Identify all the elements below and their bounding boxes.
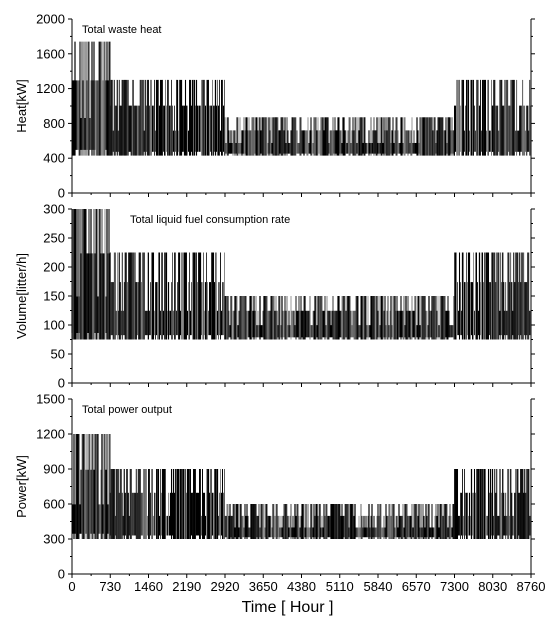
data-band	[454, 79, 494, 156]
x-tick-label: 4380	[287, 579, 316, 594]
data-band	[71, 41, 111, 156]
chart-panel-2: 0 50 100 150 200 250 300 Total liquid fuel cons…	[14, 202, 535, 391]
y-tick-label: 2000	[36, 12, 65, 27]
chart-panel-3: 0 300 600 900 1200 1500 0 730 1460 2190 2920 3650 43…	[14, 392, 545, 617]
y-tick-label: 200	[43, 260, 65, 275]
y-tick-label: 0	[58, 376, 65, 391]
data-band	[71, 434, 111, 539]
x-tick-label: 7300	[440, 579, 469, 594]
x-tick-label: 0	[68, 579, 75, 594]
y-axis-title: Volume[litter/h]	[14, 253, 29, 339]
x-tick-label: 8030	[478, 579, 507, 594]
data-band	[492, 252, 531, 340]
x-tick-label: 6570	[402, 579, 431, 594]
x-tick-label: 1460	[134, 579, 163, 594]
data-band	[148, 79, 225, 156]
data-band	[492, 469, 532, 539]
data-band	[71, 209, 111, 340]
data-band	[454, 469, 494, 539]
y-tick-label: 1500	[36, 392, 65, 407]
data-band	[454, 252, 493, 340]
data-band	[224, 117, 455, 156]
data-band	[224, 296, 455, 340]
y-tick-label: 1200	[36, 81, 65, 96]
y-tick-label: 600	[43, 497, 65, 512]
data-band	[224, 504, 455, 539]
panel-title: Total power output	[82, 404, 172, 416]
y-tick-label: 300	[43, 532, 65, 547]
x-tick-label: 730	[99, 579, 121, 594]
y-tick-label: 400	[43, 151, 65, 166]
x-axis-title: Time [ Hour ]	[242, 599, 334, 616]
panel-title: Total waste heat	[82, 24, 162, 36]
data-band	[109, 469, 149, 539]
y-tick-label: 800	[43, 116, 65, 131]
data-band	[148, 469, 225, 539]
y-tick-label: 50	[51, 347, 65, 362]
x-tick-label: 2190	[172, 579, 201, 594]
y-tick-label: 150	[43, 289, 65, 304]
x-tick-label: 3650	[249, 579, 278, 594]
data-band	[109, 79, 149, 156]
y-tick-label: 900	[43, 462, 65, 477]
data-band	[109, 252, 149, 340]
panel-title: Total liquid fuel consumption rate	[130, 214, 290, 226]
data-band	[148, 252, 225, 340]
y-tick-label: 0	[58, 567, 65, 582]
data-band	[492, 79, 532, 156]
chart-panel-1: 0 400 800 1200 1600 2000 Total waste heat Heat[…	[14, 12, 535, 201]
x-tick-label: 2920	[211, 579, 240, 594]
x-tick-label: 5110	[326, 579, 354, 594]
y-tick-label: 300	[43, 202, 65, 217]
y-axis-title: Heat[kW]	[14, 79, 29, 132]
y-tick-label: 1200	[36, 427, 65, 442]
y-tick-label: 250	[43, 231, 65, 246]
y-axis-title: Power[kW]	[14, 455, 29, 518]
y-tick-label: 100	[43, 318, 65, 333]
y-tick-label: 1600	[36, 46, 65, 61]
x-tick-label: 8760	[517, 579, 546, 594]
x-tick-label: 5840	[364, 579, 393, 594]
y-tick-label: 0	[58, 186, 65, 201]
